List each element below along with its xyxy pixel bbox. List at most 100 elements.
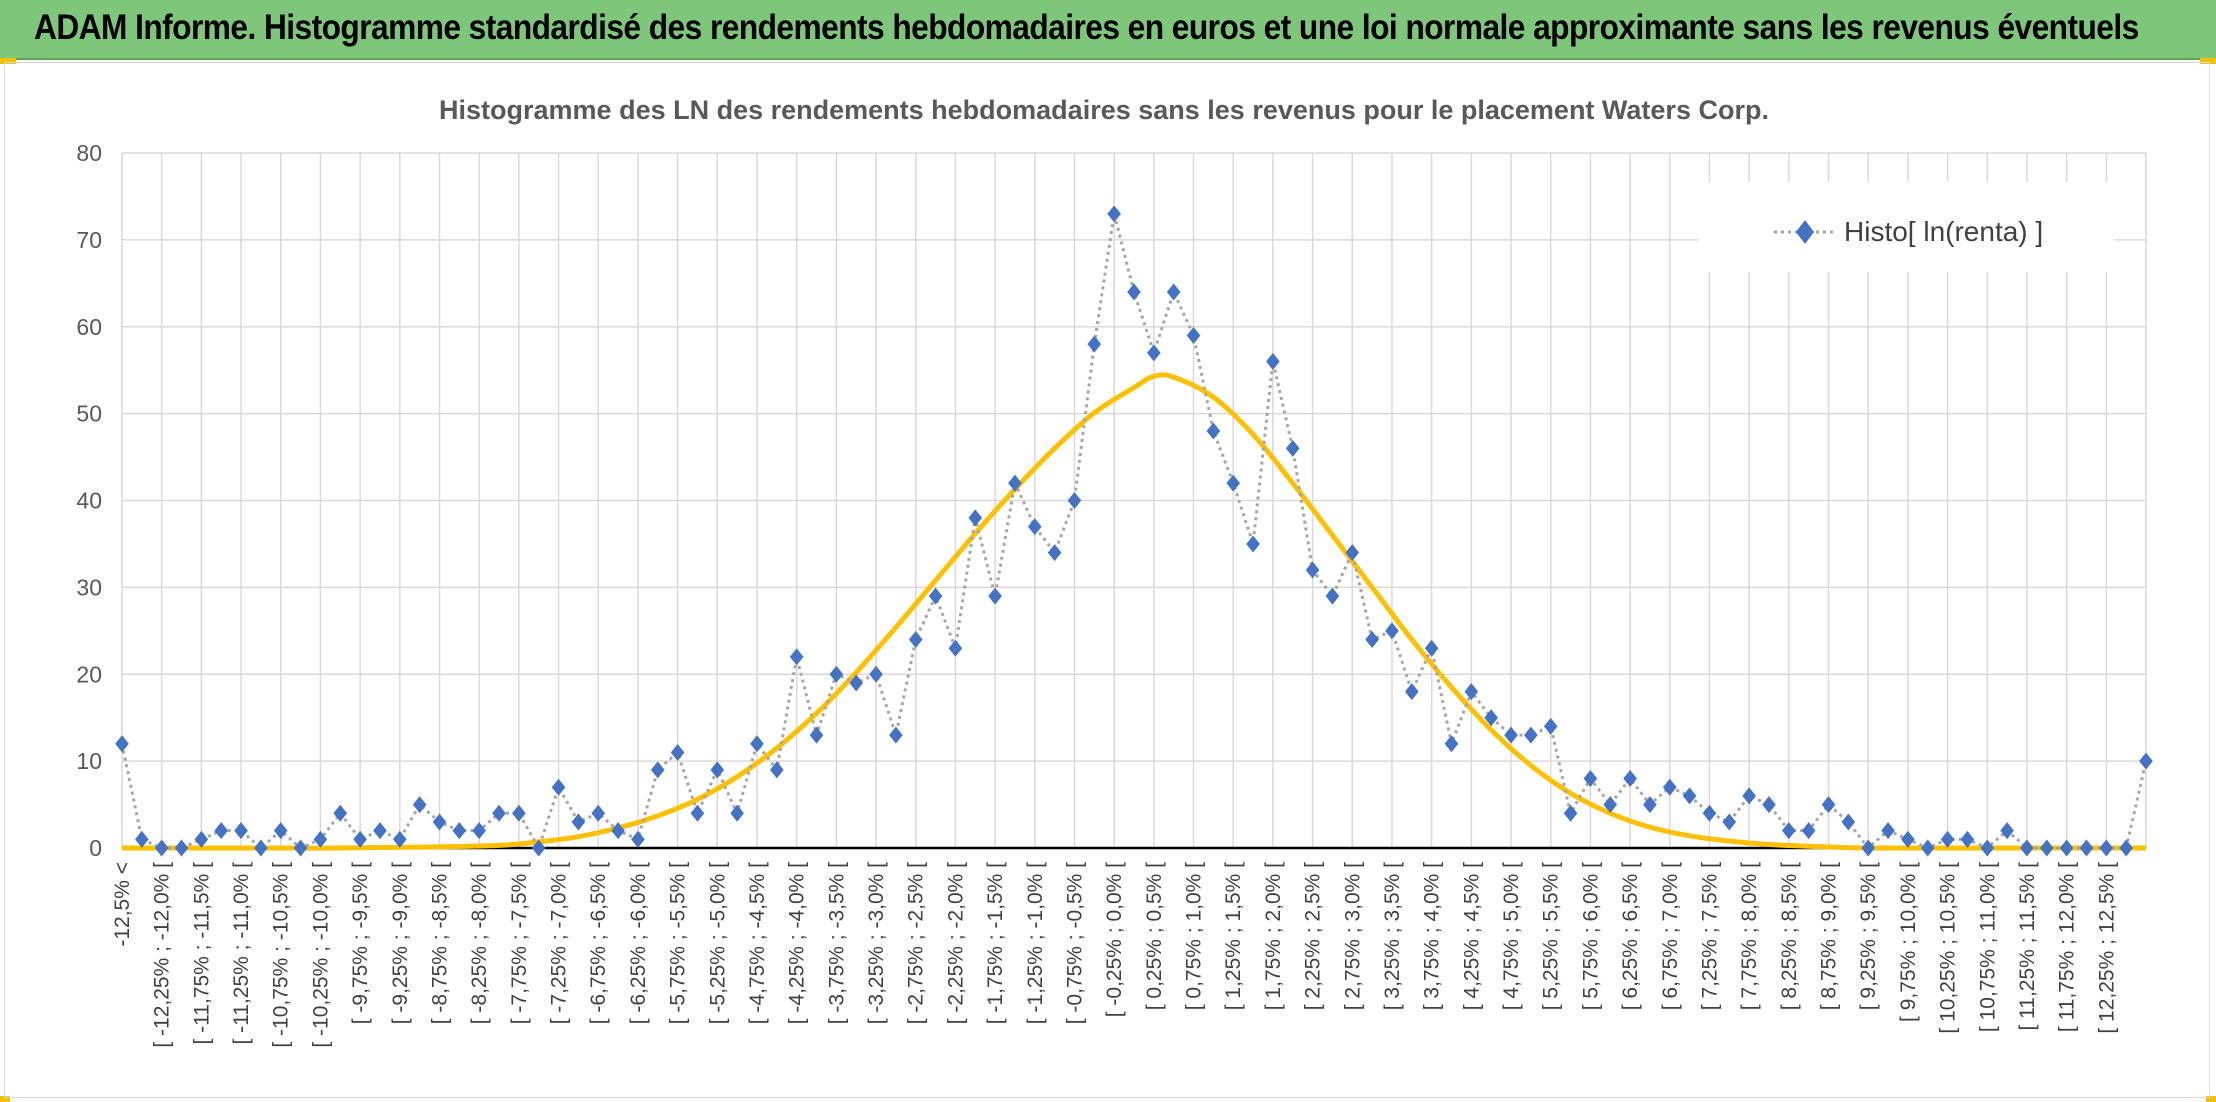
legend-diamond-icon: [1796, 220, 1814, 244]
histogram-point: [1901, 830, 1915, 848]
histogram-point: [889, 726, 903, 744]
histogram-point: [829, 665, 844, 683]
histogram-point: [1940, 830, 1955, 848]
histogram-point: [2139, 752, 2153, 770]
histogram-point: [1266, 353, 1280, 370]
histogram-point: [591, 804, 606, 822]
x-tick-label: [ -7,75% ; -7,5% [: [508, 862, 531, 1024]
histogram-point: [2079, 839, 2094, 857]
y-tick-label: 30: [76, 574, 102, 600]
histogram-point: [1524, 726, 1538, 744]
x-tick-label: [ 0,25% ; 0,5% [: [1143, 862, 1166, 1010]
x-tick-label: [ 6,75% ; 7,0% [: [1659, 862, 1682, 1010]
x-tick-label: -12,5% <: [111, 862, 134, 947]
histogram-point: [313, 830, 328, 848]
x-tick-label: [ -5,75% ; -5,5% [: [667, 862, 690, 1024]
histogram-point: [1881, 822, 1895, 840]
y-tick-label: 50: [76, 401, 102, 427]
x-tick-label: [ 8,75% ; 9,0% [: [1818, 862, 1841, 1010]
histogram-point: [1405, 683, 1419, 701]
histogram-point: [373, 822, 387, 840]
histogram-point: [353, 830, 367, 848]
histogram-point: [254, 839, 268, 857]
title-banner: ADAM Informe. Histogramme standardisé de…: [0, 0, 2216, 60]
histogram-point: [670, 743, 685, 761]
chart-frame: [4, 62, 2210, 1098]
x-tick-label: [ 2,25% ; 2,5% [: [1302, 862, 1325, 1010]
histogram-point: [1325, 587, 1340, 605]
x-tick-label: [ -1,75% ; -1,5% [: [984, 862, 1007, 1024]
histogram-point: [174, 839, 189, 857]
histogram-point: [2039, 839, 2054, 857]
histogram-series-line: [120, 213, 2148, 852]
x-tick-label: [ -12,25% ; -12,0% [: [151, 862, 174, 1048]
histogram-point: [393, 830, 407, 848]
histogram-point: [750, 735, 764, 753]
x-tick-label: [ -3,75% ; -3,5% [: [825, 862, 848, 1024]
histogram-point: [551, 778, 566, 796]
histogram-point: [2000, 822, 2014, 840]
histogram-point: [194, 830, 209, 848]
y-tick-label: 20: [76, 661, 102, 687]
histogram-point: [1305, 561, 1320, 579]
y-tick-label: 60: [76, 314, 102, 340]
x-tick-label: [ 7,75% ; 8,0% [: [1738, 862, 1761, 1010]
histogram-point: [1027, 518, 1042, 536]
histogram-point: [293, 839, 308, 857]
x-tick-label: [ 5,75% ; 6,0% [: [1579, 862, 1602, 1010]
histogram-point: [472, 822, 486, 840]
histogram-point: [1206, 422, 1221, 440]
histogram-point: [730, 804, 744, 822]
histogram-point: [2020, 839, 2034, 857]
histogram-point: [333, 804, 348, 822]
histogram-point: [512, 804, 526, 822]
histogram-point: [1424, 639, 1439, 657]
corner-accent-bottom-right: [2206, 1096, 2216, 1102]
x-tick-label: [ 10,25% ; 10,5% [: [1937, 862, 1960, 1034]
histogram-point: [1782, 822, 1796, 840]
histogram-point: [928, 587, 943, 605]
histogram-point: [1186, 326, 1201, 344]
histogram-point: [908, 631, 923, 648]
x-tick-label: [ 4,25% ; 4,5% [: [1460, 862, 1483, 1010]
histogram-point: [1385, 622, 1399, 640]
histogram-point: [1583, 770, 1598, 787]
x-tick-label: [ 11,25% ; 11,5% [: [2016, 862, 2039, 1031]
x-tick-label: [ -4,25% ; -4,0% [: [786, 862, 809, 1024]
histogram-point: [1603, 796, 1618, 814]
page-title: ADAM Informe. Histogramme standardisé de…: [34, 8, 2139, 47]
x-tick-label: [ -4,75% ; -4,5% [: [746, 862, 769, 1024]
x-tick-label: [ -11,75% ; -11,5% [: [190, 862, 213, 1045]
corner-accent-top-left: [0, 58, 16, 64]
x-tick-label: [ 3,25% ; 3,5% [: [1381, 862, 1404, 1010]
histogram-point: [948, 639, 963, 657]
histogram-point: [1147, 344, 1161, 362]
x-tick-label: [ 0,75% ; 1,0% [: [1183, 862, 1206, 1010]
histogram-point: [154, 839, 169, 857]
histogram-point: [1067, 492, 1082, 509]
x-tick-label: [ -2,25% ; -2,0% [: [944, 862, 967, 1024]
histogram-point: [1980, 839, 1995, 857]
histogram-point: [273, 822, 288, 840]
histogram-point: [1504, 726, 1518, 744]
histogram-point: [214, 822, 229, 840]
x-tick-label: [ 1,75% ; 2,0% [: [1262, 862, 1285, 1010]
histogram-point: [1742, 787, 1756, 805]
legend-label: Histo[ ln(renta) ]: [1844, 216, 2043, 247]
histogram-point: [1285, 439, 1300, 457]
histogram-point: [412, 796, 427, 814]
x-tick-label: [ -3,25% ; -3,0% [: [865, 862, 888, 1024]
x-tick-label: [ -1,25% ; -1,0% [: [1024, 862, 1047, 1024]
x-tick-label: [ 12,25% ; 12,5% [: [2095, 862, 2118, 1034]
histogram-point: [710, 761, 725, 779]
histogram-point: [1107, 205, 1121, 223]
histogram-point: [1345, 544, 1360, 562]
histogram-point: [650, 761, 665, 779]
histogram-point: [1226, 474, 1241, 492]
y-tick-label: 10: [76, 748, 102, 774]
histogram-point: [1662, 778, 1677, 796]
histogram-point: [789, 648, 804, 666]
legend-box: [1698, 182, 2114, 272]
histogram-point: [1920, 839, 1935, 857]
corner-accent-top-right: [2200, 58, 2216, 64]
